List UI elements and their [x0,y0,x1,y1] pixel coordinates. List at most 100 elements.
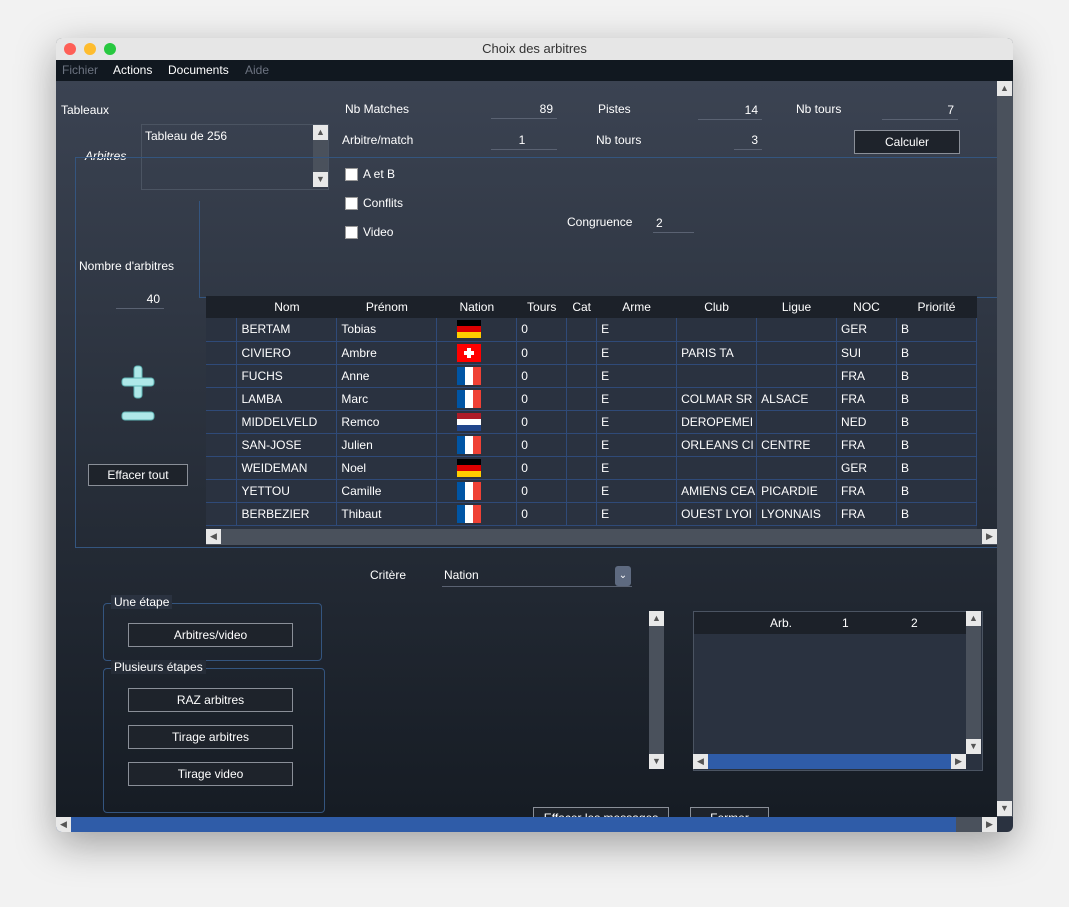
arbitre-match-value[interactable]: 1 [491,133,557,150]
row-selector[interactable] [206,387,238,411]
table-row[interactable]: FUCHS Anne 0 E FRA B [206,364,977,388]
plusieurs-etapes-label: Plusieurs étapes [111,660,206,674]
menu-aide[interactable]: Aide [245,63,270,77]
scroll-down-arrow-icon[interactable]: ▼ [649,754,664,769]
grid-header-arme[interactable]: Arme [596,296,677,318]
scroll-up-arrow-icon[interactable]: ▲ [313,125,328,140]
arbitres-video-button[interactable]: Arbitres/video [128,623,293,647]
scroll-right-arrow-icon[interactable]: ▶ [951,754,966,769]
table-row[interactable]: BERBEZIER Thibaut 0 E OUEST LYOI LYONNAIS FRA B [206,502,977,526]
menu-actions[interactable]: Actions [113,63,153,77]
une-etape-group [103,603,322,661]
close-window-button[interactable] [64,43,76,55]
cell-noc: NED [836,410,897,434]
row-selector[interactable] [206,410,238,434]
nb-tours-2-label: Nb tours [596,133,642,147]
row-selector[interactable] [206,456,238,480]
result-hscrollbar[interactable] [693,754,966,769]
scroll-up-arrow-icon[interactable]: ▲ [997,81,1012,96]
grid-header-ligue[interactable]: Ligue [756,296,837,318]
pistes-value: 14 [698,103,762,120]
menu-documents[interactable]: Documents [168,63,229,77]
cell-prenom: Julien [336,433,438,457]
cell-prenom: Ambre [336,341,438,365]
cell-nom: BERBEZIER [236,502,338,526]
cell-club [676,456,758,480]
a-et-b-checkbox[interactable] [345,168,358,181]
cell-tours: 0 [516,318,568,342]
row-selector[interactable] [206,364,238,388]
cell-priorite: B [896,318,977,342]
table-row[interactable]: LAMBA Marc 0 E COLMAR SR ALSACE FRA B [206,387,977,411]
nation-flag-icon [436,502,518,526]
scroll-left-arrow-icon[interactable]: ◀ [206,529,221,544]
grid-header-club[interactable]: Club [676,296,757,318]
congruence-value[interactable]: 2 [653,216,694,233]
menu-bar: Fichier Actions Documents Aide [56,60,1013,81]
tirage-video-button[interactable]: Tirage video [128,762,293,786]
tirage-arbitres-button[interactable]: Tirage arbitres [128,725,293,749]
hscroll-track-end [956,817,982,832]
row-selector[interactable] [206,502,238,526]
table-row[interactable]: CIVIERO Ambre 0 E PARIS TA SUI B [206,341,977,365]
cell-arme: E [596,387,678,411]
grid-header-prénom[interactable]: Prénom [336,296,437,318]
row-selector[interactable] [206,318,238,342]
grid-header-priorité[interactable]: Priorité [896,296,977,318]
menu-fichier[interactable]: Fichier [62,63,99,77]
table-row[interactable]: YETTOU Camille 0 E AMIENS CEA PICARDIE FRA B [206,479,977,503]
conflits-checkbox[interactable] [345,197,358,210]
grid-header-cat[interactable]: Cat [566,296,597,318]
minus-icon[interactable] [120,409,156,423]
row-selector[interactable] [206,479,238,503]
video-checkbox[interactable] [345,226,358,239]
scroll-left-arrow-icon[interactable]: ◀ [693,754,708,769]
chevron-down-icon[interactable]: ⌄ [615,566,631,586]
messages-scrollbar[interactable] [649,611,664,769]
arbitres-hscrollbar[interactable] [206,529,997,545]
grid-header-nom[interactable]: Nom [236,296,337,318]
grid-header-select[interactable] [206,296,237,318]
cell-nom: BERTAM [236,318,338,342]
tableaux-list-item[interactable]: Tableau de 256 [145,129,228,143]
title-bar: Choix des arbitres [56,38,1013,61]
result-vscrollbar[interactable] [966,611,981,754]
cell-noc: FRA [836,364,897,388]
scroll-up-arrow-icon[interactable]: ▲ [966,611,981,626]
cell-prenom: Noel [336,456,438,480]
zoom-window-button[interactable] [104,43,116,55]
minimize-window-button[interactable] [84,43,96,55]
cell-noc: GER [836,318,897,342]
table-row[interactable]: SAN-JOSE Julien 0 E ORLEANS CI CENTRE FRA B [206,433,977,457]
table-row[interactable]: BERTAM Tobias 0 E GER B [206,318,977,342]
cell-cat [566,502,598,526]
scroll-right-arrow-icon[interactable]: ▶ [982,529,997,544]
nombre-arbitres-value[interactable]: 40 [116,292,164,309]
calculer-button[interactable]: Calculer [854,130,960,154]
raz-arbitres-button[interactable]: RAZ arbitres [128,688,293,712]
cell-nom: WEIDEMAN [236,456,338,480]
tableaux-scrollbar[interactable] [313,125,328,187]
critere-select[interactable]: Nation [442,566,632,587]
cell-arme: E [596,479,678,503]
arbitres-table: Nom Prénom Nation Tours Cat Arme Club Ligue NOC P… [206,296,977,529]
grid-header-tours[interactable]: Tours [516,296,567,318]
row-selector[interactable] [206,341,238,365]
scroll-down-arrow-icon[interactable]: ▼ [313,172,328,187]
scroll-down-arrow-icon[interactable]: ▼ [966,739,981,754]
grid-header-noc[interactable]: NOC [836,296,897,318]
scroll-up-arrow-icon[interactable]: ▲ [649,611,664,626]
row-selector[interactable] [206,433,238,457]
nb-matches-value: 89 [491,102,557,119]
table-row[interactable]: MIDDELVELD Remco 0 E DEROPEMEI NED B [206,410,977,434]
nation-flag-icon [436,456,518,480]
grid-header-nation[interactable]: Nation [436,296,517,318]
table-row[interactable]: WEIDEMAN Noel 0 E GER B [206,456,977,480]
effacer-tout-button[interactable]: Effacer tout [88,464,188,486]
scroll-left-arrow-icon[interactable]: ◀ [56,817,71,832]
scroll-right-arrow-icon[interactable]: ▶ [982,817,997,832]
plus-icon[interactable] [120,364,156,400]
window-vscrollbar[interactable] [997,81,1013,817]
window-hscrollbar[interactable] [56,817,997,832]
scroll-down-arrow-icon[interactable]: ▼ [997,801,1012,816]
